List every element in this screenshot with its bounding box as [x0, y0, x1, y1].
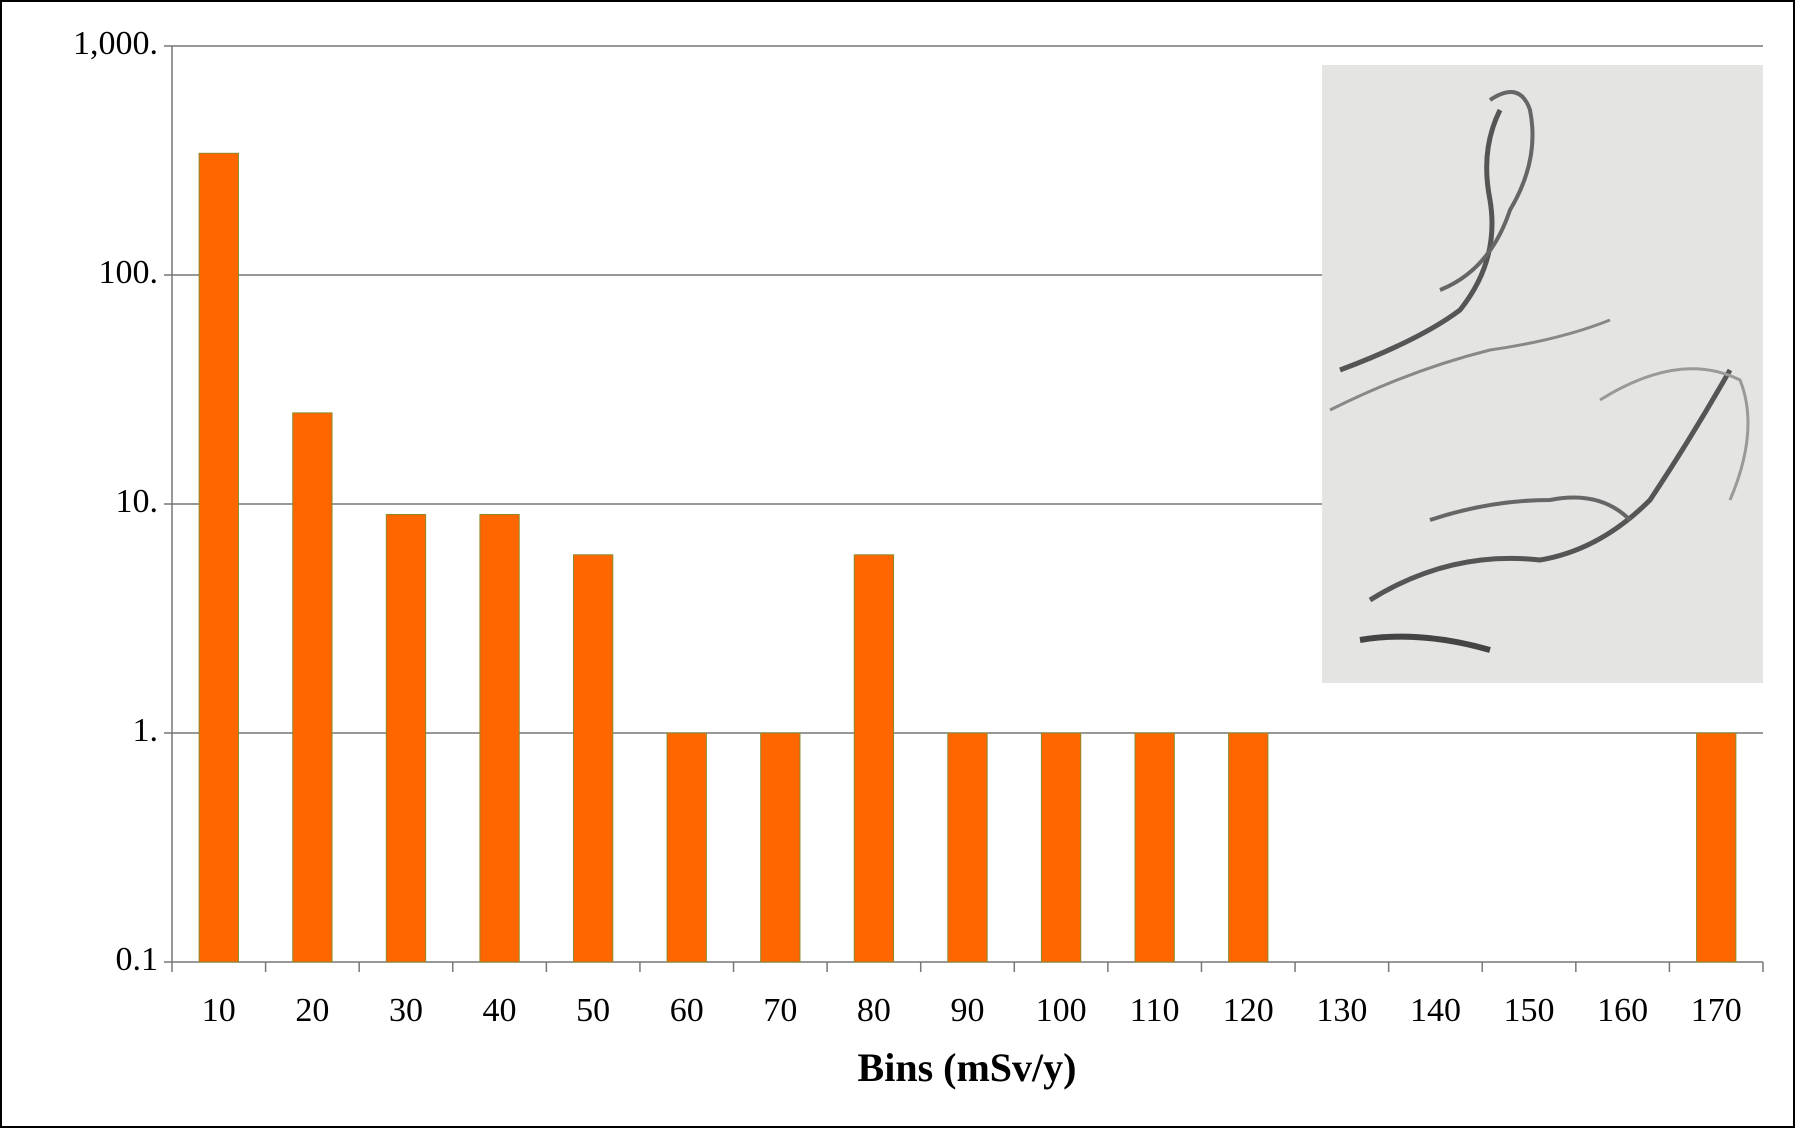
sketch-stroke [1329, 318, 1611, 412]
bar [760, 732, 801, 963]
y-tick-label: 0.1 [116, 941, 159, 978]
x-tick-label: 160 [1597, 992, 1648, 1029]
x-tick-label: 100 [1036, 992, 1087, 1029]
bar [1040, 732, 1082, 963]
bar [479, 513, 520, 963]
y-tick-label: 1. [133, 712, 159, 749]
bar [1228, 732, 1269, 963]
y-tick-label: 100. [99, 254, 159, 291]
x-tick-label: 110 [1130, 992, 1180, 1029]
bar-layer [198, 152, 1737, 963]
sketch-stroke [1359, 633, 1491, 653]
x-tick-label: 90 [951, 992, 985, 1029]
bar [1134, 732, 1175, 963]
bar [947, 732, 988, 963]
x-tick-label: 20 [295, 992, 329, 1029]
x-tick-label: 50 [576, 992, 610, 1029]
bar [853, 554, 895, 963]
bar [572, 554, 614, 963]
x-tick-label: 70 [763, 992, 797, 1029]
x-tick-label: 80 [857, 992, 891, 1029]
x-tick-label: 150 [1504, 992, 1555, 1029]
x-axis-title: Bins (mSv/y) [858, 1045, 1077, 1090]
sketch-stroke [1368, 368, 1733, 603]
y-tick-label: 1,000. [73, 25, 158, 62]
y-tick-label: 10. [116, 483, 159, 520]
sketch-stroke [1339, 108, 1503, 373]
x-tick-label: 130 [1316, 992, 1367, 1029]
x-tick-label: 120 [1223, 992, 1274, 1029]
x-tick-label: 40 [483, 992, 517, 1029]
bar [666, 732, 707, 963]
sketch-stroke [1429, 495, 1632, 522]
inset-sketch [1322, 65, 1763, 683]
sketch-stroke [1439, 90, 1535, 292]
x-tick-label: 140 [1410, 992, 1461, 1029]
x-tick-label: 60 [670, 992, 704, 1029]
bar [292, 412, 333, 963]
x-tick-label: 30 [389, 992, 423, 1029]
sketch-background [1322, 65, 1763, 683]
x-tick-label: 10 [202, 992, 236, 1029]
x-tick-label: 170 [1691, 992, 1742, 1029]
bar [198, 152, 239, 963]
bar [1696, 732, 1737, 963]
bar [385, 513, 427, 963]
sketch-stroke [1599, 367, 1750, 501]
